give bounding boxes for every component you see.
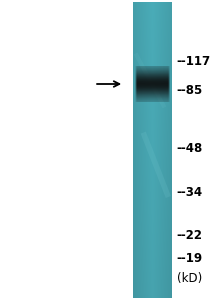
Text: --19: --19 — [177, 251, 203, 265]
Text: --117: --117 — [177, 55, 211, 68]
Text: --34: --34 — [177, 185, 203, 199]
Text: --48: --48 — [177, 142, 203, 155]
Text: (kD): (kD) — [177, 272, 202, 285]
Text: --85: --85 — [177, 83, 203, 97]
Text: --22: --22 — [177, 229, 202, 242]
